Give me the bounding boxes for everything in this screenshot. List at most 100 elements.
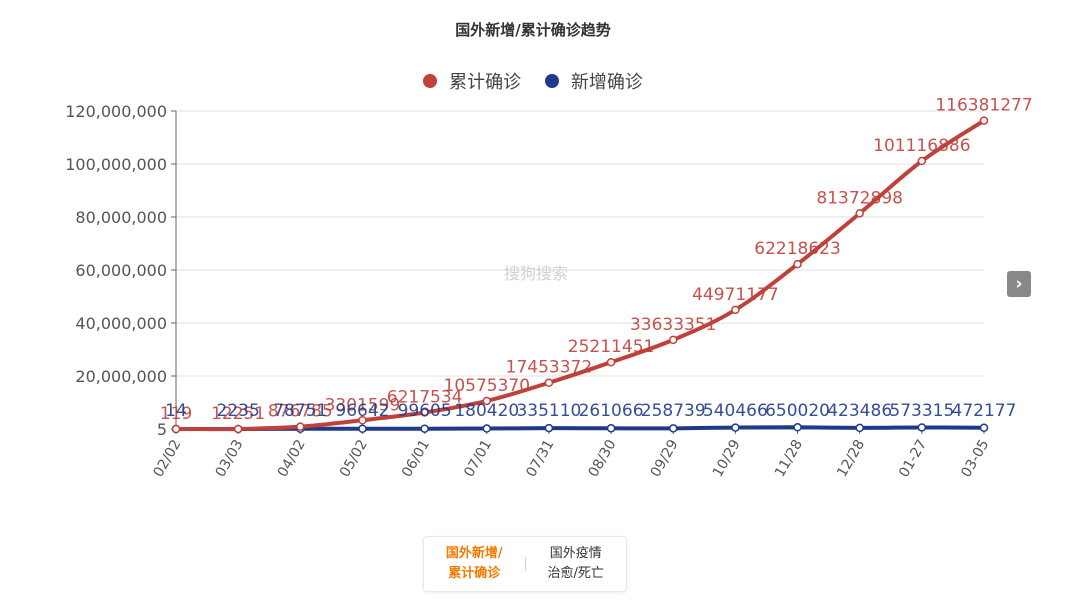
data-point-cumulative — [731, 305, 740, 315]
data-label-cumulative: 44971177 — [692, 285, 779, 305]
data-point-new — [544, 423, 554, 433]
y-tick-label: 40,000,000 — [75, 314, 167, 333]
x-tick-label: 04/02 — [275, 437, 309, 480]
data-point-new — [606, 424, 616, 433]
tab-label-line2: 治愈/死亡 — [547, 566, 604, 581]
series-line-cumulative — [174, 118, 986, 432]
data-label-cumulative: 81372898 — [816, 188, 903, 208]
data-point-new — [668, 424, 678, 433]
y-tick-label: 60,000,000 — [75, 261, 167, 280]
x-tick-label: 02/02 — [150, 437, 184, 480]
data-point-new — [793, 423, 802, 432]
x-tick-label: 07/01 — [461, 437, 495, 480]
data-point-cumulative — [855, 209, 864, 218]
data-point-cumulative — [544, 378, 554, 387]
data-label-cumulative: 6217534 — [387, 388, 463, 408]
data-label-cumulative: 12251 — [211, 404, 265, 424]
legend-marker-new — [544, 74, 559, 88]
legend: 累计确诊 新增确诊 — [0, 68, 1066, 94]
tab-label-line2: 累计确诊 — [448, 566, 501, 581]
x-tick-label: 07/31 — [523, 437, 557, 480]
data-point-new — [420, 424, 429, 433]
x-tick-label: 12/28 — [834, 437, 868, 480]
legend-item-new[interactable]: 新增确诊 — [544, 68, 643, 94]
data-label-cumulative: 25211451 — [568, 337, 655, 357]
data-point-cumulative — [793, 259, 802, 269]
data-label-cumulative: 10575370 — [444, 376, 531, 396]
x-tick-label: 03-05 — [958, 437, 992, 480]
y-tick-label: 80,000,000 — [75, 208, 167, 227]
data-label-new: 423486 — [827, 401, 892, 421]
data-label-new: 78751 — [273, 401, 327, 421]
legend-label-cumulative: 累计确诊 — [449, 72, 522, 93]
chevron-right-icon: › — [1015, 274, 1023, 294]
grid — [176, 110, 984, 377]
chart-title: 国外新增/累计确诊趋势 — [455, 21, 611, 39]
data-label-cumulative: 3301599 — [325, 395, 401, 415]
legend-marker-cumulative — [423, 74, 438, 88]
next-chart-button[interactable]: › — [1007, 271, 1031, 297]
watermark: 搜狗搜索 — [504, 264, 568, 283]
data-point-new — [917, 423, 927, 432]
x-tick-label: 09/29 — [648, 437, 682, 480]
x-tick-label: 06/01 — [399, 437, 433, 480]
data-point-new — [482, 424, 492, 433]
data-point-cumulative — [482, 396, 492, 406]
data-point-new — [731, 423, 740, 432]
data-point-cumulative — [420, 408, 429, 417]
axes: 5 20,000,000 40,000,000 60,000,000 80,000,00… — [65, 102, 992, 480]
y-tick-label: 120,000,000 — [65, 102, 167, 121]
data-point-cumulative — [979, 116, 989, 125]
y-tick-label: 5 — [157, 420, 167, 439]
chart-tab-switcher: 国外新增/ 累计确诊 国外疫情 治愈/死亡 — [423, 536, 627, 592]
data-label-new: 258739 — [641, 401, 706, 421]
data-label-new: 540466 — [703, 401, 768, 421]
data-point-cumulative — [233, 424, 243, 434]
x-tick-label: 08/30 — [586, 437, 620, 480]
data-label-cumulative: 17453372 — [506, 358, 593, 378]
x-tick-label: 03/03 — [213, 437, 247, 480]
x-tick-label: 10/29 — [710, 437, 744, 480]
y-tick-label: 20,000,000 — [75, 367, 167, 386]
series-line-new — [174, 425, 986, 432]
data-point-new — [855, 423, 864, 433]
data-label-new: 14 — [165, 401, 187, 421]
tab-label-line1: 国外新增/ — [445, 546, 503, 561]
data-label-new: 261066 — [579, 401, 644, 421]
data-label-new: 472177 — [952, 401, 1017, 421]
legend-label-new: 新增确诊 — [570, 72, 643, 93]
data-label-cumulative: 116381277 — [935, 96, 1032, 116]
legend-item-cumulative[interactable]: 累计确诊 — [423, 68, 521, 94]
tab-new-cumulative[interactable]: 国外新增/ 累计确诊 — [424, 544, 525, 584]
tab-label-line1: 国外疫情 — [549, 546, 602, 561]
data-label-cumulative: 33633351 — [630, 315, 717, 335]
data-label-cumulative: 876785 — [268, 402, 333, 422]
x-tick-label: 01-27 — [896, 437, 930, 480]
line-chart: 5 20,000,000 40,000,000 60,000,000 80,000,00… — [65, 96, 1033, 481]
y-tick-label: 100,000,000 — [65, 155, 167, 174]
tab-divider — [524, 557, 526, 571]
data-label-new: 650020 — [765, 401, 830, 421]
data-point-cumulative — [358, 416, 367, 425]
data-label-new: 335110 — [516, 401, 581, 421]
data-label-new: 573315 — [889, 401, 954, 421]
data-point-new — [358, 424, 367, 433]
tab-recovered-deaths[interactable]: 国外疫情 治愈/死亡 — [526, 544, 627, 584]
series — [171, 116, 989, 434]
data-point-cumulative — [668, 335, 678, 345]
data-label-new: 2235 — [217, 401, 260, 421]
data-labels: 119 12251 87678533015996217534105753701745… — [160, 96, 1033, 424]
data-label-new: 180420 — [454, 401, 519, 421]
data-label-cumulative: 101116886 — [873, 136, 970, 156]
data-point-cumulative — [296, 422, 305, 431]
data-label-new: 99605 — [398, 401, 452, 421]
data-label-cumulative: 62218623 — [754, 239, 841, 259]
data-label-cumulative: 119 — [160, 404, 192, 424]
x-tick-label: 05/02 — [337, 437, 371, 480]
data-point-cumulative — [171, 424, 181, 434]
data-point-cumulative — [917, 156, 927, 166]
data-point-new — [979, 423, 989, 432]
data-point-cumulative — [606, 357, 616, 367]
data-label-new: 96642 — [335, 401, 389, 421]
x-tick-label: 11/28 — [772, 437, 806, 480]
